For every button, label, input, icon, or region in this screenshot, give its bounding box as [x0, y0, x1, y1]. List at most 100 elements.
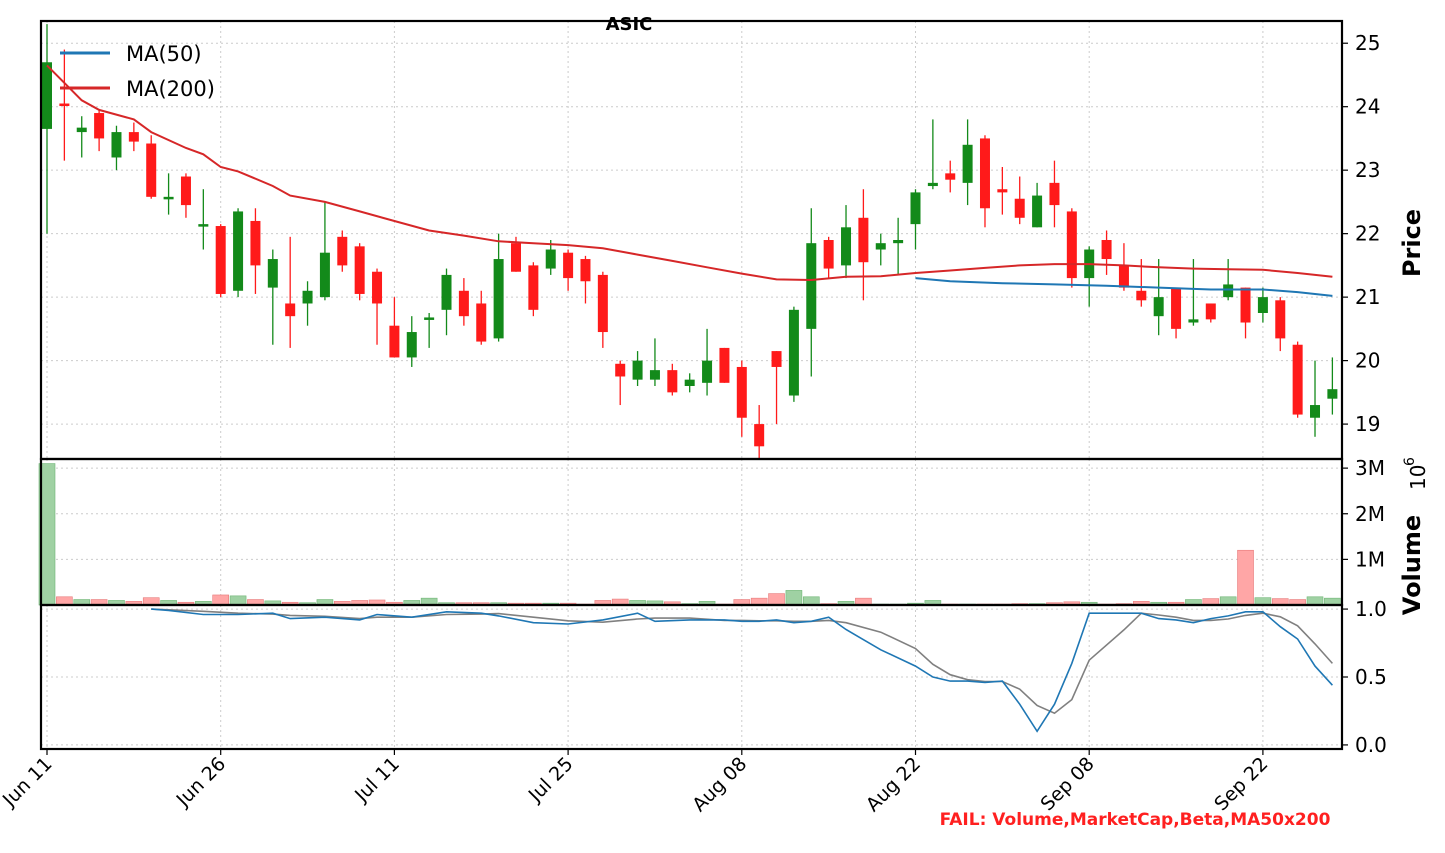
candle-body-up	[1310, 405, 1321, 418]
oscillator-tick-label: 1.0	[1355, 597, 1387, 621]
candle-body-down	[1240, 287, 1251, 323]
candle-body-up	[1188, 319, 1199, 323]
legend-ma50-label: MA(50)	[126, 42, 202, 66]
candle-body-down	[510, 243, 521, 272]
volume-bar	[768, 593, 785, 606]
x-tick-label: Jul 11	[350, 753, 404, 807]
candle-body-up	[493, 259, 504, 339]
volume-bar	[802, 596, 820, 606]
candle-body-down	[945, 173, 956, 180]
price-tick-label: 23	[1355, 158, 1380, 182]
candle-body-down	[719, 347, 730, 383]
candle-body-up	[806, 243, 817, 329]
candle-body-up	[111, 132, 122, 158]
candle-body-up	[962, 144, 973, 183]
candle-body-down	[1118, 265, 1129, 288]
candle-body-up	[1223, 284, 1234, 298]
volume-bar	[212, 594, 229, 606]
candle-body-up	[1153, 297, 1164, 317]
oscillator-d-line	[151, 608, 1333, 715]
volume-scale-exponent: 6	[1402, 457, 1418, 466]
candle-body-down	[736, 366, 747, 418]
x-tick-label: Sep 22	[1210, 753, 1272, 815]
candle-body-down	[1101, 240, 1112, 260]
legend-ma200-label: MA(200)	[126, 77, 215, 101]
x-tick-label: Aug 22	[862, 753, 925, 816]
candle-body-down	[458, 290, 469, 317]
volume-panel-frame	[39, 457, 1344, 607]
candle-body-down	[250, 220, 261, 266]
legend: MA(50) MA(200)	[60, 42, 215, 101]
candle-body-down	[354, 246, 365, 294]
price-tick-label: 21	[1355, 285, 1380, 309]
candle-body-up	[875, 243, 886, 250]
x-tick-label: Sep 08	[1036, 753, 1098, 815]
candle-body-down	[858, 217, 869, 263]
oscillator-k-line	[151, 608, 1333, 733]
price-tick-label: 22	[1355, 222, 1380, 246]
moving-average-lines	[46, 64, 1333, 297]
candle-body-down	[528, 265, 539, 310]
volume-bar	[229, 595, 247, 606]
candle-body-up	[163, 196, 174, 200]
candle-body-down	[1049, 182, 1060, 206]
candle-body-up	[198, 224, 209, 227]
candle-body-down	[563, 252, 574, 279]
candle-body-down	[1014, 198, 1025, 218]
candle-body-down	[389, 325, 400, 358]
oscillator-tick-label: 0.0	[1355, 733, 1387, 757]
candle-body-down	[771, 351, 782, 367]
candle-body-up	[893, 240, 904, 244]
ma50-line	[915, 277, 1333, 297]
ma200-line	[46, 64, 1333, 282]
candle-body-up	[910, 192, 921, 225]
volume-bar	[56, 596, 73, 606]
price-axis-label: Price	[1398, 209, 1426, 277]
volume-tick-label: 2M	[1355, 502, 1385, 526]
candle-body-down	[146, 143, 157, 197]
price-tick-label: 20	[1355, 349, 1380, 373]
price-tick-label: 25	[1355, 31, 1380, 55]
candle-body-down	[580, 259, 591, 282]
candle-body-down	[128, 132, 139, 142]
candle-body-down	[667, 370, 678, 393]
candle-body-down	[615, 363, 626, 377]
candle-body-down	[215, 226, 226, 294]
candle-body-up	[1327, 389, 1338, 399]
candle-body-down	[59, 103, 70, 107]
candle-body-up	[302, 290, 313, 304]
candle-body-down	[1205, 303, 1216, 320]
candle-body-up	[841, 227, 852, 266]
x-tick-label: Jul 25	[524, 753, 578, 807]
candle-body-up	[649, 370, 660, 380]
candle-body-up	[406, 332, 417, 358]
candle-body-up	[424, 317, 435, 320]
candle-body-down	[94, 113, 105, 139]
candle-body-up	[545, 249, 556, 269]
candle-body-down	[979, 138, 990, 209]
candle-body-up	[702, 360, 713, 383]
candle-body-up	[42, 62, 52, 129]
candle-body-down	[997, 189, 1008, 193]
x-tick-label: Jun 26	[172, 753, 231, 812]
candle-body-down	[285, 303, 296, 317]
candle-body-down	[372, 271, 383, 304]
x-tick-label: Jun 11	[0, 753, 57, 812]
oscillator-lines	[151, 608, 1333, 733]
candle-body-down	[1066, 211, 1077, 279]
candle-body-up	[267, 259, 278, 288]
candle-body-up	[1257, 297, 1268, 313]
candle-body-down	[476, 303, 487, 342]
candle-body-down	[823, 240, 834, 269]
candle-body-up	[441, 274, 452, 310]
candle-body-up	[788, 309, 799, 396]
volume-bar	[1306, 596, 1324, 606]
volume-bar	[1219, 596, 1237, 606]
price-tick-label: 24	[1355, 95, 1380, 119]
candle-body-up	[632, 360, 643, 380]
candle-body-up	[1032, 195, 1043, 228]
fail-note: FAIL: Volume,MarketCap,Beta,MA50x200	[940, 810, 1331, 830]
candle-body-down	[597, 274, 608, 333]
candle-body-up	[233, 211, 244, 291]
